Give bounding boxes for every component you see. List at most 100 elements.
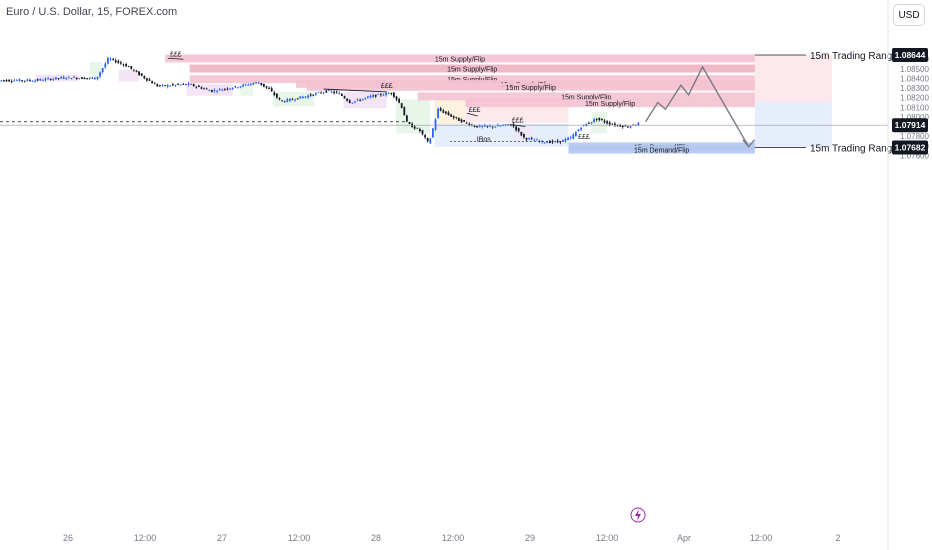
candle bbox=[374, 94, 377, 98]
candle bbox=[39, 78, 42, 82]
candle-body bbox=[73, 76, 75, 78]
candle bbox=[452, 115, 455, 120]
candle bbox=[429, 137, 432, 144]
candle-body bbox=[146, 78, 148, 81]
candle-body bbox=[442, 110, 445, 113]
candle-body bbox=[393, 92, 395, 97]
candle bbox=[3, 79, 5, 83]
candle-body bbox=[577, 129, 580, 132]
candle-body bbox=[481, 125, 484, 127]
time-tick-label: 12:00 bbox=[750, 533, 773, 543]
candle bbox=[26, 78, 29, 82]
candle-body bbox=[580, 127, 582, 130]
candle-body bbox=[406, 115, 408, 122]
annotation-label: £££ bbox=[512, 118, 524, 125]
currency-button[interactable]: USD bbox=[893, 4, 925, 26]
candle bbox=[109, 57, 112, 62]
candle-body bbox=[138, 71, 140, 76]
candle-body bbox=[299, 96, 302, 99]
candle-body bbox=[153, 83, 156, 85]
candle bbox=[190, 83, 192, 85]
candle bbox=[343, 95, 346, 99]
candle-body bbox=[8, 79, 10, 82]
candle bbox=[229, 88, 231, 91]
candle bbox=[497, 123, 499, 127]
candle-body bbox=[387, 93, 390, 95]
supply-zone-label: 15m Supply/Flip bbox=[561, 94, 611, 101]
candle-body bbox=[309, 94, 312, 96]
candle-body bbox=[182, 83, 185, 85]
candle-body bbox=[34, 80, 36, 82]
candle-body bbox=[619, 125, 621, 127]
candle-body bbox=[65, 78, 68, 80]
candles bbox=[0, 56, 640, 145]
range-high-marker: 15m Trading Range bbox=[754, 51, 898, 62]
candle bbox=[421, 129, 424, 136]
candle-body bbox=[195, 86, 198, 88]
candle-body bbox=[291, 99, 294, 101]
candle-body bbox=[330, 91, 333, 93]
candle bbox=[616, 124, 619, 127]
candle-body bbox=[484, 125, 486, 127]
lightning-icon bbox=[630, 507, 646, 523]
supply-zone-label: 15m Supply/Flip bbox=[585, 101, 635, 108]
candle bbox=[434, 118, 437, 131]
candle-body bbox=[117, 60, 120, 63]
candle-body bbox=[627, 126, 629, 128]
candle-body bbox=[606, 121, 608, 124]
price-badge: 1.07914 bbox=[892, 118, 928, 133]
candle bbox=[356, 98, 359, 102]
candle bbox=[242, 83, 244, 88]
candle bbox=[18, 78, 21, 82]
candle-body bbox=[517, 128, 520, 132]
candle bbox=[286, 97, 289, 103]
candle-body bbox=[234, 85, 237, 88]
candle bbox=[406, 114, 408, 123]
time-tick-label: 12:00 bbox=[442, 533, 465, 543]
candle bbox=[582, 124, 585, 127]
candle-body bbox=[494, 126, 497, 128]
candle bbox=[528, 137, 530, 141]
candle-body bbox=[528, 138, 530, 140]
candle bbox=[346, 98, 348, 102]
candle-body bbox=[502, 125, 504, 126]
candle bbox=[481, 125, 484, 129]
candle-body bbox=[569, 137, 572, 139]
candle bbox=[237, 87, 239, 89]
time-tick-label: 12:00 bbox=[596, 533, 619, 543]
candle-body bbox=[385, 92, 387, 96]
candle bbox=[621, 125, 624, 129]
candle-body bbox=[556, 140, 559, 143]
candle bbox=[195, 86, 198, 89]
candle bbox=[575, 131, 577, 138]
session-box bbox=[434, 123, 569, 147]
candle-body bbox=[81, 77, 83, 79]
candle-body bbox=[491, 126, 494, 128]
candle bbox=[94, 77, 96, 80]
candle-body bbox=[463, 120, 465, 122]
candle bbox=[554, 140, 556, 143]
candle bbox=[52, 77, 55, 81]
candle bbox=[551, 139, 554, 144]
candle bbox=[354, 100, 356, 104]
candle-body bbox=[125, 64, 127, 67]
candle-body bbox=[307, 95, 309, 98]
candle-body bbox=[549, 140, 551, 144]
candle-body bbox=[390, 92, 393, 94]
candle-body bbox=[159, 85, 161, 87]
candle-body bbox=[130, 66, 133, 69]
candle-body bbox=[593, 119, 595, 122]
candle-body bbox=[429, 138, 432, 144]
candle-body bbox=[44, 78, 47, 81]
candle bbox=[268, 86, 270, 90]
candle bbox=[16, 78, 18, 82]
candle-body bbox=[135, 71, 138, 72]
candle-body bbox=[218, 89, 221, 90]
candle-body bbox=[231, 88, 234, 89]
candle bbox=[359, 98, 361, 102]
candle bbox=[382, 93, 385, 96]
candle-body bbox=[361, 98, 364, 101]
candle bbox=[159, 84, 161, 88]
candle bbox=[247, 83, 250, 86]
